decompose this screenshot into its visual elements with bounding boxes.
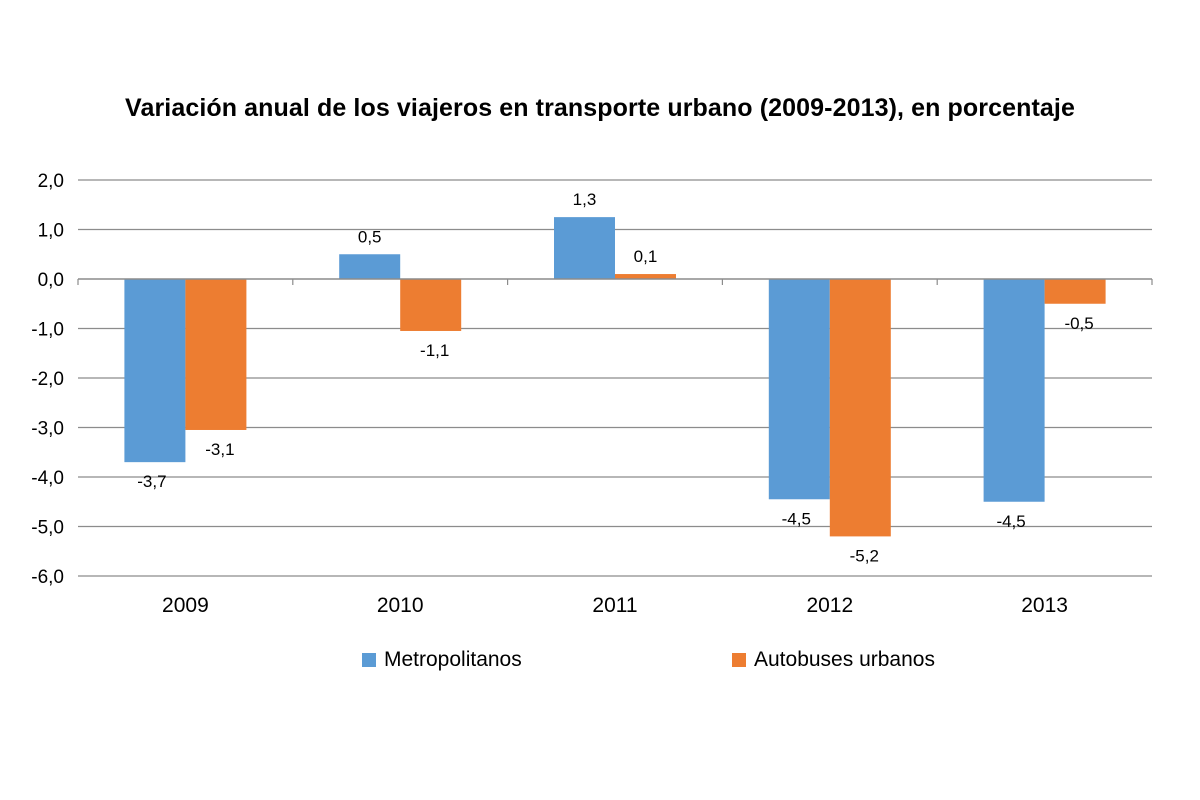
- bar-autobuses-urbanos-2009: [185, 279, 247, 430]
- chart-title: Variación anual de los viajeros en trans…: [125, 94, 1075, 122]
- data-label: 1,3: [573, 190, 597, 209]
- axes: [77, 278, 1153, 285]
- data-label: -4,5: [996, 512, 1025, 531]
- bar-metropolitanos-2010: [339, 254, 401, 279]
- bar-metropolitanos-2009: [124, 279, 186, 463]
- y-tick-label: 2,0: [38, 171, 64, 192]
- bar-metropolitanos-2011: [554, 217, 615, 279]
- bar-metropolitanos-2013: [983, 279, 1045, 502]
- data-label: -3,7: [137, 472, 166, 491]
- bar-autobuses-urbanos-2010: [400, 279, 462, 331]
- data-label: -3,1: [205, 440, 234, 459]
- y-tick-label: -5,0: [31, 518, 64, 539]
- data-label: 0,5: [358, 227, 382, 246]
- y-tick-label: -3,0: [31, 419, 64, 440]
- data-label: 0,1: [634, 247, 658, 266]
- legend: Metropolitanos Autobuses urbanos: [0, 648, 1200, 674]
- data-label: -5,2: [850, 546, 879, 565]
- bar-autobuses-urbanos-2013: [1044, 279, 1106, 304]
- x-tick-label-2009: 2009: [162, 594, 209, 617]
- y-tick-label: -6,0: [31, 567, 64, 588]
- y-tick-label: -2,0: [31, 369, 64, 390]
- bars: [124, 217, 1106, 537]
- x-tick-label-2013: 2013: [1021, 594, 1068, 617]
- legend-label-autobuses-urbanos: Autobuses urbanos: [754, 648, 935, 671]
- y-tick-label: -1,0: [31, 320, 64, 341]
- bar-autobuses-urbanos-2011: [615, 274, 676, 279]
- data-label: -0,5: [1064, 314, 1093, 333]
- legend-item-metropolitanos: Metropolitanos: [362, 648, 522, 672]
- y-tick-label: 0,0: [38, 270, 64, 291]
- data-label: -4,5: [782, 509, 811, 528]
- legend-item-autobuses-urbanos: Autobuses urbanos: [732, 648, 935, 672]
- data-label: -1,1: [420, 341, 449, 360]
- y-tick-label: -4,0: [31, 468, 64, 489]
- x-tick-label-2011: 2011: [592, 594, 637, 617]
- legend-label-metropolitanos: Metropolitanos: [384, 648, 522, 671]
- labels: 2,0 1,0 0,0 -1,0 -2,0 -3,0 -4,0 -5,0 -6,0 -3,7 0,5…: [31, 171, 1093, 617]
- x-tick-label-2012: 2012: [806, 594, 853, 617]
- legend-swatch-autobuses-urbanos: [732, 653, 746, 667]
- y-tick-label: 1,0: [38, 221, 64, 242]
- bar-autobuses-urbanos-2012: [829, 279, 891, 537]
- legend-swatch-metropolitanos: [362, 653, 376, 667]
- x-tick-label-2010: 2010: [377, 594, 424, 617]
- bar-metropolitanos-2012: [768, 279, 830, 500]
